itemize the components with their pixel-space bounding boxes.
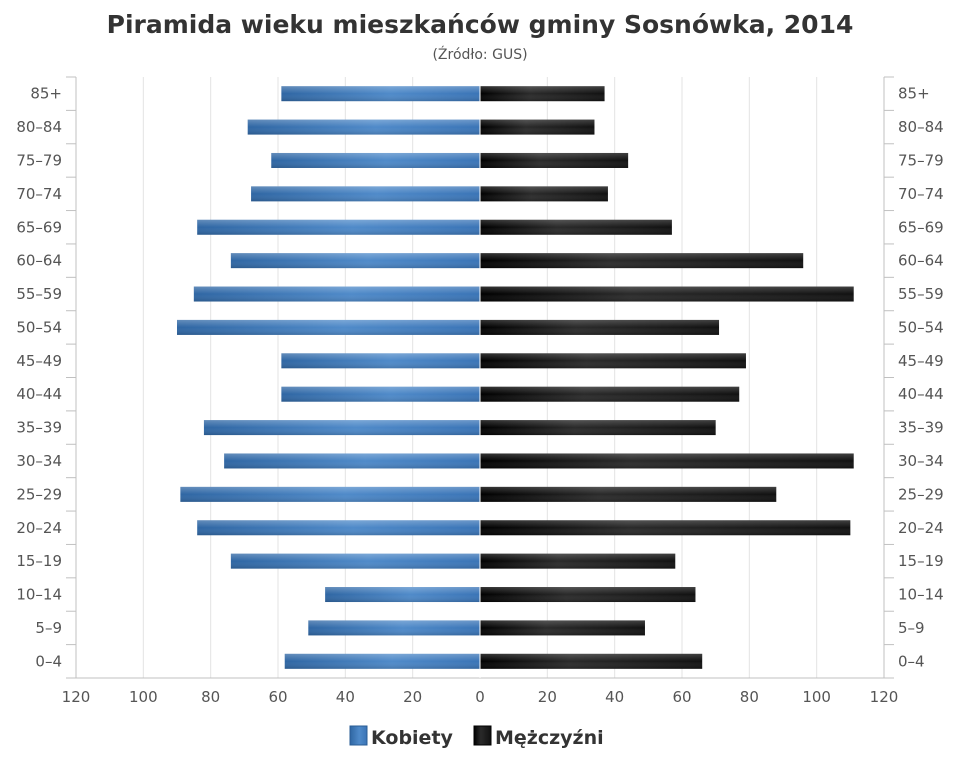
category-label-left: 20–24: [16, 519, 62, 537]
category-label-right: 75–79: [898, 151, 944, 169]
legend-label-men: Mężczyźni: [495, 727, 604, 749]
x-tick-labels: 120 100 80 60 40 20 0 20 40 60 80 100 120: [62, 688, 899, 706]
bar-men-shade: [480, 553, 676, 569]
bars: [177, 77, 854, 678]
bar-men-shade: [480, 420, 716, 436]
bar-men-shade: [480, 587, 696, 603]
bar-women-shade: [284, 653, 480, 669]
category-label-right: 70–74: [898, 185, 944, 203]
bar-men-shade: [480, 653, 703, 669]
bar-women-shade: [230, 553, 480, 569]
category-label-left: 85+: [30, 85, 62, 103]
category-label-left: 25–29: [16, 485, 62, 503]
bar-women-shade: [197, 219, 480, 235]
category-label-right: 55–59: [898, 285, 944, 303]
x-tick-label: 40: [605, 688, 624, 706]
category-label-right: 85+: [898, 85, 930, 103]
x-tick-label: 120: [62, 688, 91, 706]
bar-women-shade: [325, 587, 480, 603]
bar-men-shade: [480, 319, 720, 335]
bar-men-shade: [480, 620, 645, 636]
category-label-right: 5–9: [898, 619, 925, 637]
bar-men-shade: [480, 520, 851, 536]
category-label-left: 65–69: [16, 218, 62, 236]
bar-women-shade: [281, 86, 480, 102]
chart-subtitle: (Źródło: GUS): [432, 45, 527, 63]
bar-men-shade: [480, 353, 746, 369]
legend[interactable]: Kobiety Mężczyźni: [349, 725, 604, 749]
bar-men-shade: [480, 219, 672, 235]
legend-item-women[interactable]: Kobiety: [349, 725, 454, 749]
category-label-left: 5–9: [35, 619, 62, 637]
category-label-left: 70–74: [16, 185, 62, 203]
bar-women-shade: [271, 152, 480, 168]
category-label-right: 45–49: [898, 352, 944, 370]
bar-women-shade: [247, 119, 480, 135]
category-label-left: 30–34: [16, 452, 62, 470]
x-tick-label: 60: [268, 688, 287, 706]
x-tick-label: 80: [201, 688, 220, 706]
category-label-left: 40–44: [16, 385, 62, 403]
x-tick-label: 120: [870, 688, 899, 706]
category-label-right: 15–19: [898, 552, 944, 570]
x-tick-label: 0: [475, 688, 485, 706]
category-label-left: 45–49: [16, 352, 62, 370]
x-tick-label: 60: [672, 688, 691, 706]
category-label-left: 0–4: [35, 652, 62, 670]
category-label-left: 15–19: [16, 552, 62, 570]
category-labels: 85+ 85+ 80–84 80–84 75–79 75–79 70–74 70–74 65–6…: [16, 85, 943, 671]
bar-women-shade: [203, 420, 480, 436]
legend-swatch-men: [473, 725, 492, 746]
bar-women-shade: [224, 453, 480, 469]
bar-men-shade: [480, 186, 608, 202]
x-tick-label: 100: [802, 688, 831, 706]
category-label-right: 20–24: [898, 519, 944, 537]
bar-men-shade: [480, 152, 629, 168]
bar-women-shade: [180, 486, 480, 502]
x-tick-label: 80: [740, 688, 759, 706]
category-label-right: 25–29: [898, 485, 944, 503]
legend-swatch-women: [349, 725, 368, 746]
bar-men-shade: [480, 486, 777, 502]
category-label-left: 35–39: [16, 419, 62, 437]
category-label-right: 80–84: [898, 118, 944, 136]
category-label-left: 60–64: [16, 252, 62, 270]
x-tick-label: 20: [403, 688, 422, 706]
category-label-right: 50–54: [898, 318, 944, 336]
category-label-left: 80–84: [16, 118, 62, 136]
x-tick-label: 100: [129, 688, 158, 706]
bar-men-shade: [480, 286, 854, 302]
chart-title: Piramida wieku mieszkańców gminy Sosnówk…: [107, 10, 854, 39]
category-label-right: 60–64: [898, 252, 944, 270]
bar-women-shade: [308, 620, 480, 636]
category-label-right: 0–4: [898, 652, 925, 670]
x-tick-label: 20: [538, 688, 557, 706]
bar-men-shade: [480, 253, 804, 269]
bar-women-shade: [177, 319, 480, 335]
legend-item-men[interactable]: Mężczyźni: [473, 725, 604, 749]
category-label-right: 35–39: [898, 419, 944, 437]
category-label-right: 40–44: [898, 385, 944, 403]
bar-women-shade: [230, 253, 480, 269]
bar-women-shade: [193, 286, 481, 302]
category-label-right: 65–69: [898, 218, 944, 236]
bar-women-shade: [197, 520, 480, 536]
bar-women-shade: [281, 386, 480, 402]
bar-men-shade: [480, 86, 605, 102]
category-label-left: 75–79: [16, 151, 62, 169]
category-label-right: 30–34: [898, 452, 944, 470]
x-tick-label: 40: [336, 688, 355, 706]
category-label-left: 10–14: [16, 586, 62, 604]
bar-men-shade: [480, 386, 740, 402]
category-label-left: 55–59: [16, 285, 62, 303]
bar-women-shade: [251, 186, 480, 202]
bar-men-shade: [480, 119, 595, 135]
legend-label-women: Kobiety: [371, 727, 454, 749]
bar-women-shade: [281, 353, 480, 369]
category-label-left: 50–54: [16, 318, 62, 336]
bar-men-shade: [480, 453, 854, 469]
category-label-right: 10–14: [898, 586, 944, 604]
